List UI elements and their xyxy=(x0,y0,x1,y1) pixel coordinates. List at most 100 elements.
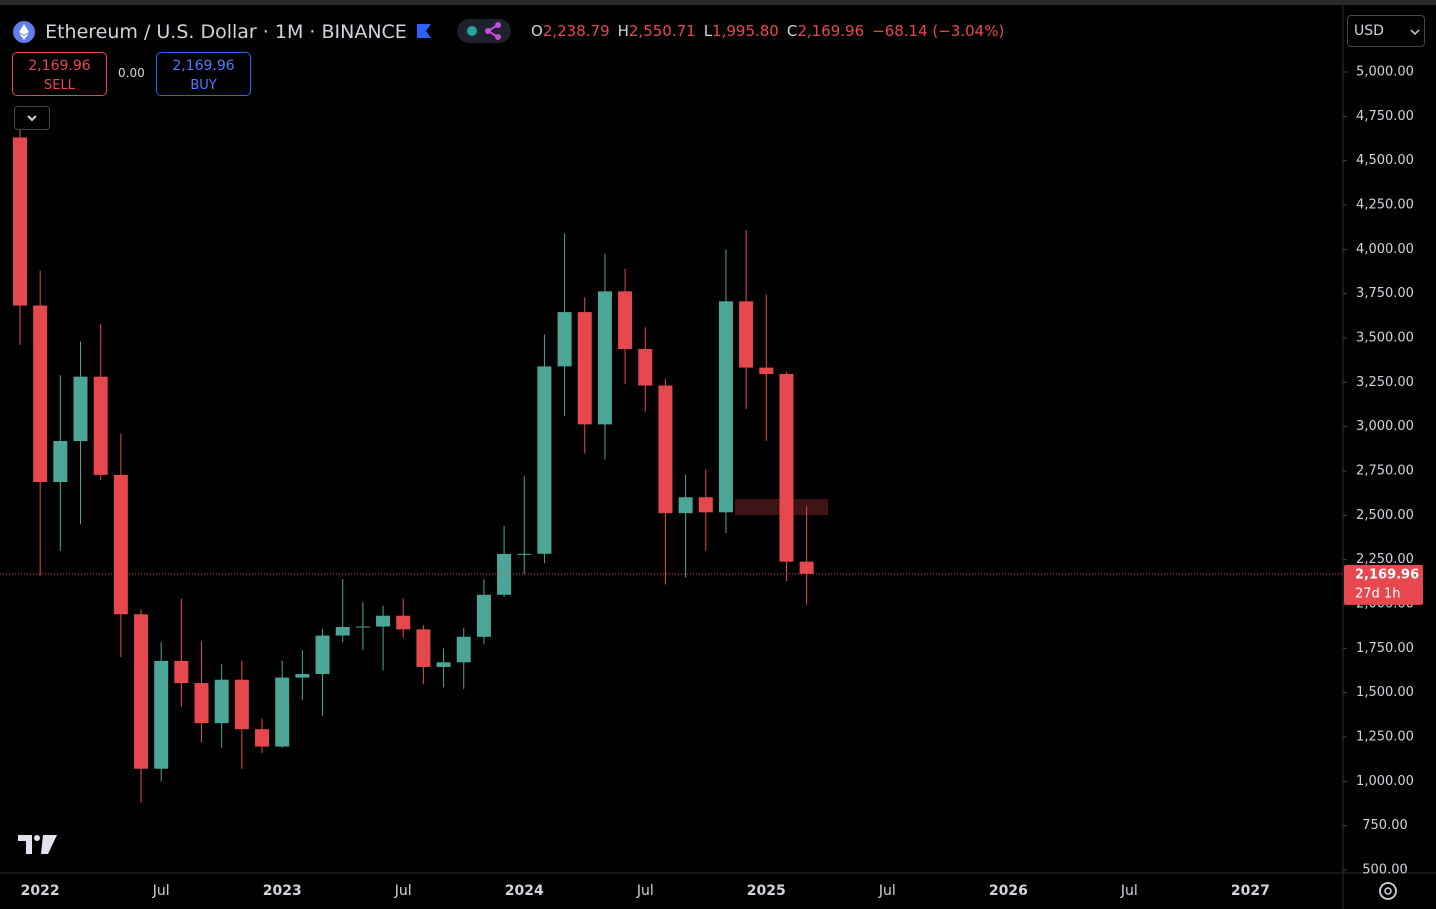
collapse-button[interactable] xyxy=(14,106,50,130)
buy-price[interactable]: 2,169.96 xyxy=(172,58,235,74)
candle-body xyxy=(779,374,794,562)
candle-body xyxy=(113,474,128,615)
currency[interactable]: USD xyxy=(1354,23,1384,39)
chevron[interactable] xyxy=(15,107,49,129)
candle-body xyxy=(618,291,633,349)
ohlc-row: O2,238.79 H2,550.71 L1,995.80 C2,169.96 −68.… xyxy=(531,19,1012,43)
ohlc-key: C xyxy=(786,22,798,40)
y-tick-label: 4,750.00 xyxy=(1356,109,1414,124)
candle-body xyxy=(13,137,27,306)
sell-button[interactable]: 2,169.96 SELL xyxy=(12,52,107,96)
y-tick-label: 5,000.00 xyxy=(1356,65,1414,80)
candle xyxy=(376,605,391,671)
x-tick-label: 2022 xyxy=(21,883,60,899)
symbol[interactable]: Ethereum / U.S. Dollar · 1M · BINANCE xyxy=(45,20,407,43)
candle xyxy=(53,375,68,551)
x-tick-label: Jul xyxy=(1120,883,1138,899)
candle xyxy=(739,229,754,409)
candle-body xyxy=(53,441,68,482)
candle xyxy=(577,297,592,454)
sell-label[interactable]: SELL xyxy=(44,78,75,93)
candle-body xyxy=(456,636,471,663)
dropdown-arrow[interactable] xyxy=(1410,28,1420,36)
candle-body xyxy=(436,662,451,667)
ohlc-value: 2,238.79 xyxy=(542,22,610,40)
plot-area xyxy=(13,128,814,803)
y-tick-label: 500.00 xyxy=(1362,862,1408,877)
candle-body xyxy=(557,312,572,367)
candle xyxy=(759,294,774,441)
chevron-path xyxy=(27,115,37,122)
flag-shape[interactable] xyxy=(417,24,431,38)
settings-icon[interactable] xyxy=(1379,882,1397,900)
candle xyxy=(255,718,270,753)
spread: 0.00 xyxy=(118,66,145,80)
icon-glyph xyxy=(19,23,29,40)
gear-center[interactable] xyxy=(1384,887,1392,895)
candle-body xyxy=(234,679,249,730)
candle xyxy=(234,660,249,769)
flag[interactable] xyxy=(416,23,432,39)
candle-body xyxy=(678,497,693,514)
candle xyxy=(194,641,209,743)
candle xyxy=(638,327,653,412)
ohlc-value: 2,169.96 xyxy=(797,22,865,40)
currency-select[interactable]: USD xyxy=(1347,15,1425,47)
y-tick-label: 2,500.00 xyxy=(1356,508,1414,523)
x-tick-label: Jul xyxy=(152,883,170,899)
candle-body xyxy=(597,291,612,425)
x-tick-label: 2027 xyxy=(1231,883,1270,899)
buy-label[interactable]: BUY xyxy=(190,78,217,93)
sell-price[interactable]: 2,169.96 xyxy=(28,58,91,74)
candle-body xyxy=(154,660,169,769)
candle-body xyxy=(517,553,532,555)
x-tick-label: 2026 xyxy=(989,883,1028,899)
share-dot xyxy=(495,34,501,40)
ohlc-key: H xyxy=(617,22,629,40)
candle-body xyxy=(476,594,491,637)
tv-logo xyxy=(18,835,57,854)
y-tick-label: 2,250.00 xyxy=(1356,552,1414,567)
ohlc-value: 2,550.71 xyxy=(628,22,696,40)
candle-body xyxy=(134,614,149,769)
candle-body xyxy=(739,301,754,368)
candle xyxy=(436,648,451,688)
y-tick-label: 1,750.00 xyxy=(1356,641,1414,656)
arrow xyxy=(1410,29,1420,36)
status-pill[interactable] xyxy=(457,19,511,43)
eth-icon xyxy=(13,20,35,43)
candle-body xyxy=(799,561,814,574)
y-tick-label: 3,000.00 xyxy=(1356,419,1414,434)
candle xyxy=(597,253,612,460)
y-tick-label: 3,250.00 xyxy=(1356,375,1414,390)
candle xyxy=(154,642,169,782)
candle-body xyxy=(355,626,370,628)
candle-body xyxy=(376,615,391,627)
candle xyxy=(456,627,471,690)
candle-body xyxy=(33,305,48,482)
candle xyxy=(416,625,431,684)
candle xyxy=(537,334,552,564)
candle xyxy=(497,525,512,597)
x-tick-label: Jul xyxy=(636,883,654,899)
candle xyxy=(275,660,290,748)
x-tick-label: 2025 xyxy=(747,883,786,899)
candle xyxy=(174,598,189,707)
candle-body xyxy=(93,376,108,475)
candle-body xyxy=(658,385,673,514)
candle-body xyxy=(255,729,270,747)
candle xyxy=(618,268,633,385)
buy-button[interactable]: 2,169.96 BUY xyxy=(156,52,251,96)
candle xyxy=(113,433,128,658)
candle xyxy=(315,628,330,716)
pill xyxy=(457,19,511,43)
share-dot xyxy=(495,22,501,28)
candle-body xyxy=(315,635,330,675)
candle xyxy=(335,579,350,643)
candle xyxy=(13,128,27,346)
candle xyxy=(476,579,491,644)
candle-body xyxy=(335,627,350,636)
gear[interactable] xyxy=(1379,882,1397,900)
y-tick-label: 1,000.00 xyxy=(1356,774,1414,789)
